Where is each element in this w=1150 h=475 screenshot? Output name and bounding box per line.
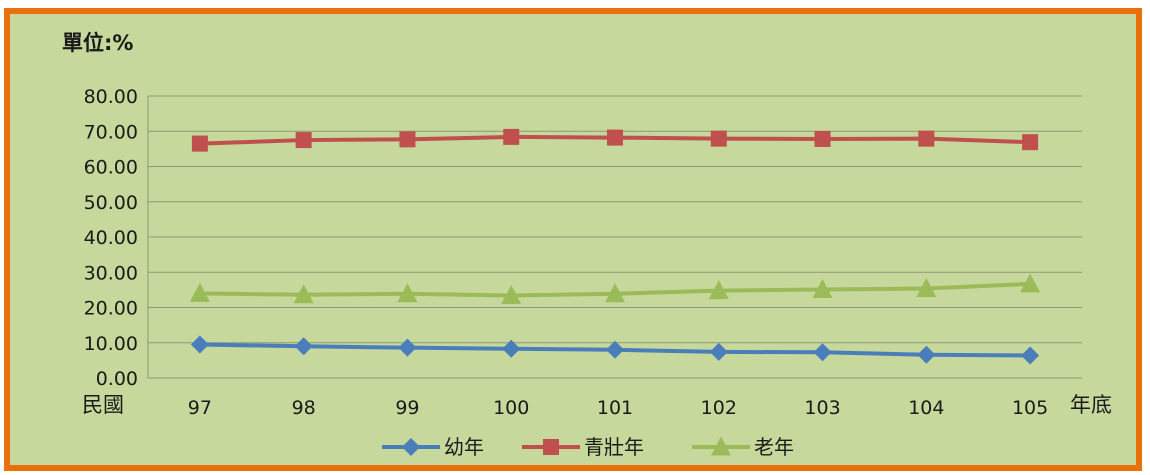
data-point: [503, 128, 520, 145]
data-point: [293, 284, 314, 304]
data-point: [814, 131, 831, 148]
data-point: [710, 130, 727, 147]
data-point: [294, 337, 313, 356]
y-tick-label: 40.00: [84, 227, 138, 249]
y-tick-label: 60.00: [84, 157, 138, 179]
x-axis-ticks: 97 98 99 100 101 102 103 104 105: [188, 397, 1048, 419]
x-axis-prefix-label: 民國: [82, 393, 124, 417]
legend-marker: [711, 436, 731, 456]
x-axis-suffix-label: 年底: [1070, 393, 1112, 417]
series-3: [189, 273, 1041, 305]
legend-item: 青壯年: [522, 435, 644, 459]
legend-label: 老年: [754, 435, 794, 459]
data-point: [190, 335, 209, 354]
data-point: [708, 280, 729, 300]
data-point: [398, 338, 417, 357]
data-point: [1022, 134, 1039, 151]
data-point: [295, 132, 312, 149]
y-tick-label: 50.00: [84, 192, 138, 214]
data-point: [812, 279, 833, 299]
y-tick-label: 20.00: [84, 298, 138, 320]
y-tick-label: 80.00: [84, 86, 138, 108]
x-tick-label: 98: [292, 397, 316, 419]
x-tick-label: 97: [188, 397, 212, 419]
series-lines: [189, 128, 1041, 365]
data-point: [502, 339, 521, 358]
data-point: [189, 282, 210, 302]
data-point: [813, 343, 832, 362]
y-tick-label: 30.00: [84, 262, 138, 284]
data-point: [606, 340, 624, 359]
data-point: [918, 130, 935, 147]
legend-label: 青壯年: [584, 435, 644, 459]
chart-frame: 單位:% 0.00 10.00 20.00 30.00 40.00 50.00 60.00 7…: [4, 8, 1142, 471]
x-tick-label: 102: [701, 397, 737, 419]
data-point: [709, 342, 728, 361]
legend-item: 幼年: [382, 435, 484, 459]
x-tick-label: 103: [804, 397, 840, 419]
data-point: [917, 345, 936, 364]
x-tick-label: 105: [1012, 397, 1048, 419]
legend-marker: [402, 438, 420, 456]
series-1: [190, 335, 1040, 365]
data-point: [397, 283, 418, 303]
data-point: [916, 277, 937, 297]
y-tick-label: 0.00: [96, 368, 138, 390]
legend-marker: [543, 439, 559, 455]
data-point: [607, 129, 623, 146]
unit-label: 單位:%: [62, 31, 133, 55]
data-point: [605, 283, 625, 303]
x-tick-label: 100: [493, 397, 529, 419]
x-tick-label: 99: [395, 397, 419, 419]
x-tick-label: 104: [908, 397, 944, 419]
legend: 幼年 青壯年 老年: [382, 435, 794, 459]
data-point: [191, 135, 208, 152]
data-point: [1021, 346, 1040, 365]
legend-item: 老年: [692, 435, 794, 459]
data-point: [399, 131, 416, 148]
series-2: [191, 128, 1039, 152]
data-point: [501, 285, 522, 305]
y-axis-ticks: 0.00 10.00 20.00 30.00 40.00 50.00 60.00 70.00 8…: [84, 86, 138, 390]
y-tick-label: 10.00: [84, 333, 138, 355]
legend-label: 幼年: [444, 435, 484, 459]
line-chart: 單位:% 0.00 10.00 20.00 30.00 40.00 50.00 60.00 7…: [62, 31, 1112, 459]
y-tick-label: 70.00: [84, 121, 138, 143]
data-point: [1020, 273, 1041, 293]
x-tick-label: 101: [597, 397, 633, 419]
